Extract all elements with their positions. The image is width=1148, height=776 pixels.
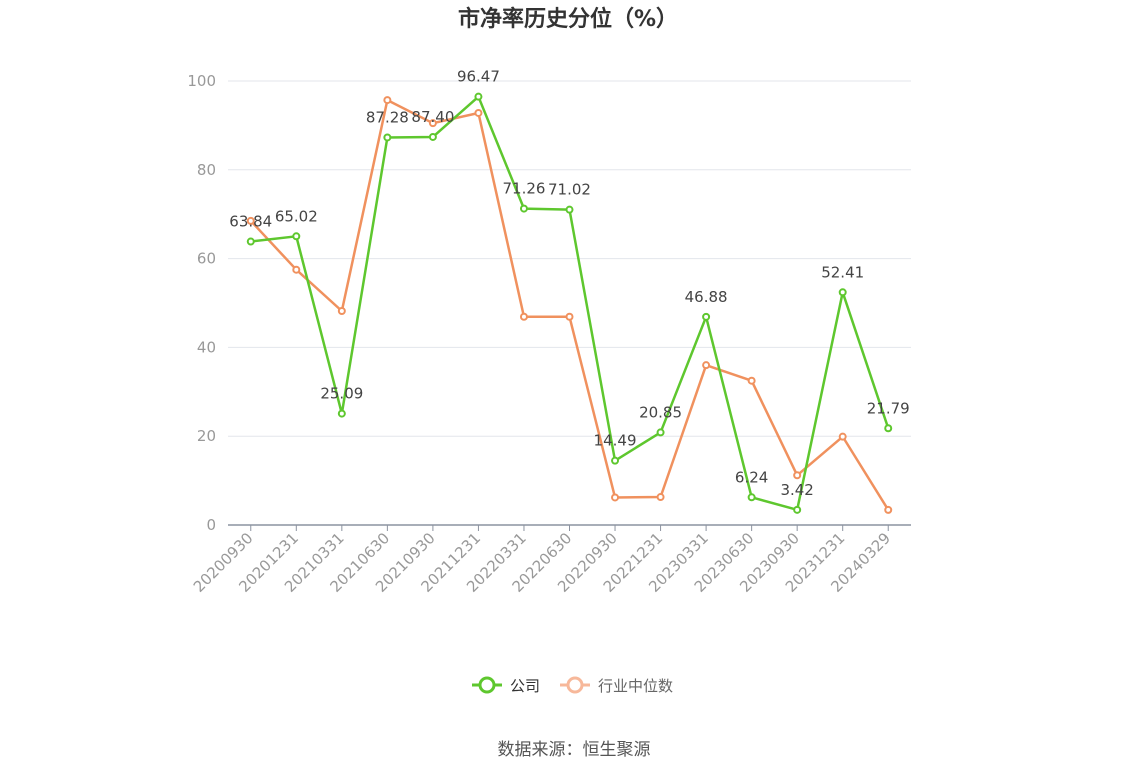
series-0-point[interactable] (611, 456, 620, 465)
data-label: 21.79 (867, 399, 910, 417)
series-1-point[interactable] (838, 432, 847, 441)
series-0-point[interactable] (565, 205, 574, 214)
series-1-point[interactable] (656, 493, 665, 502)
data-label: 20.85 (639, 403, 682, 421)
series-0-point[interactable] (838, 288, 847, 297)
y-tick-label: 20 (197, 427, 216, 445)
series-1-point[interactable] (337, 306, 346, 315)
series-0-point[interactable] (519, 204, 528, 213)
data-label: 65.02 (275, 207, 318, 225)
series-1-point[interactable] (747, 376, 756, 385)
series-0-point[interactable] (246, 237, 255, 246)
axes: 0204060801002020093020201231202103312021… (187, 72, 911, 596)
series-0-point[interactable] (383, 133, 392, 142)
legend-item-0[interactable]: 公司 (472, 676, 540, 695)
y-tick-label: 0 (206, 516, 216, 534)
data-label: 3.42 (780, 481, 813, 499)
legend[interactable]: 公司 行业中位数 (472, 676, 673, 695)
data-label: 25.09 (320, 385, 363, 403)
series-1-point[interactable] (702, 361, 711, 370)
legend-marker (566, 676, 584, 694)
series-0-point[interactable] (337, 409, 346, 418)
data-label: 87.28 (366, 108, 409, 126)
series-1-point[interactable] (565, 312, 574, 321)
chart-title: 市净率历史分位（%） (458, 6, 678, 32)
data-label: 71.02 (548, 181, 591, 199)
series-1-point[interactable] (474, 108, 483, 117)
y-tick-label: 80 (197, 161, 216, 179)
legend-label: 行业中位数 (598, 677, 673, 695)
y-tick-label: 100 (187, 72, 216, 90)
gridlines (228, 80, 911, 437)
series-0-point[interactable] (656, 428, 665, 437)
series-1-point[interactable] (246, 216, 255, 225)
series-line-0 (250, 95, 890, 512)
data-label: 96.47 (457, 68, 500, 86)
data-label: 71.26 (502, 180, 545, 198)
series-0-point[interactable] (884, 424, 893, 433)
series-1-point[interactable] (292, 265, 301, 274)
series-0-point[interactable] (428, 132, 437, 141)
data-label: 46.88 (685, 288, 728, 306)
data-labels: 63.84 65.02 25.09 87.28 87.40 96.47 71.26 71.02… (229, 68, 909, 499)
data-label: 14.49 (594, 432, 637, 450)
series-line-1 (249, 98, 890, 511)
series-1-point[interactable] (428, 119, 437, 128)
series-1-point[interactable] (611, 493, 620, 502)
y-tick-label: 40 (197, 338, 216, 356)
legend-label: 公司 (510, 677, 540, 695)
source-note: 数据来源：恒生聚源 (498, 740, 651, 760)
series-1-point[interactable] (793, 471, 802, 480)
series (246, 92, 893, 514)
y-tick-label: 60 (197, 250, 216, 268)
series-0-point[interactable] (793, 505, 802, 514)
data-label: 87.40 (411, 108, 454, 126)
series-0-point[interactable] (474, 92, 483, 101)
series-0-point[interactable] (702, 312, 711, 321)
data-label: 6.24 (735, 468, 768, 486)
series-0-point[interactable] (292, 232, 301, 241)
series-0-point[interactable] (747, 493, 756, 502)
data-label: 63.84 (229, 213, 272, 231)
legend-item-1[interactable]: 行业中位数 (560, 676, 673, 695)
series-1-point[interactable] (519, 312, 528, 321)
series-1-point[interactable] (383, 96, 392, 105)
legend-marker (478, 676, 496, 694)
data-label: 52.41 (821, 263, 864, 281)
series-1-point[interactable] (884, 505, 893, 514)
